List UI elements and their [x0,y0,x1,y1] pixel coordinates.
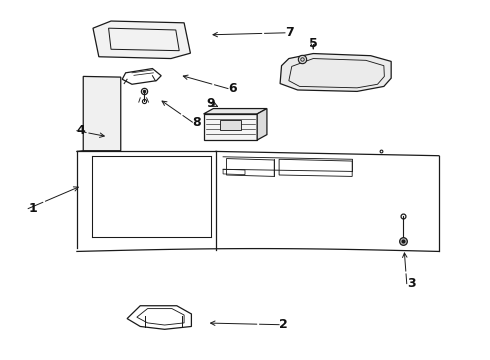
Text: 4: 4 [77,124,86,137]
Polygon shape [203,109,267,114]
Polygon shape [280,54,391,91]
Text: 6: 6 [228,82,237,95]
Text: 9: 9 [207,97,215,110]
Text: 3: 3 [407,277,416,290]
Polygon shape [203,114,257,140]
Polygon shape [93,21,191,59]
Polygon shape [220,120,241,130]
Polygon shape [83,76,121,151]
Text: 1: 1 [28,202,37,215]
Polygon shape [257,109,267,140]
Text: 2: 2 [279,318,288,331]
Text: 8: 8 [193,116,201,129]
Text: 5: 5 [309,37,318,50]
Text: 7: 7 [285,26,294,39]
